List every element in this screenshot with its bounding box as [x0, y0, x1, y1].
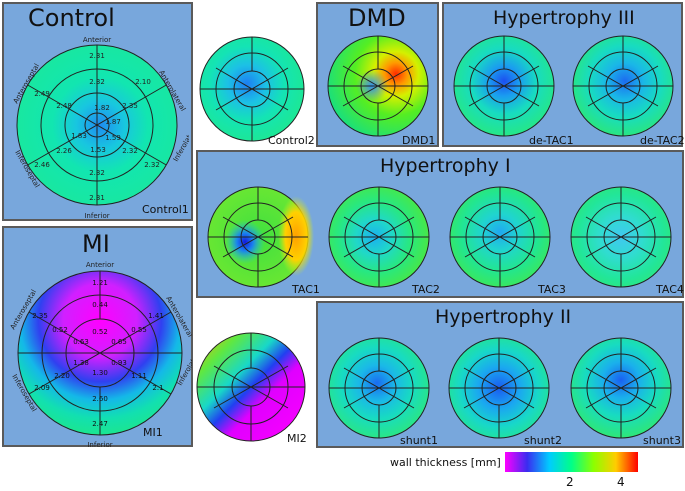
dmd1-bullseye	[327, 35, 429, 137]
mi-panel: MI Anterior Inferior Anterolateral Infer…	[2, 226, 193, 448]
de-tac2-label: de-TAC2	[640, 134, 685, 147]
shunt2-bullseye	[448, 337, 550, 439]
de-tac2-bullseye	[572, 35, 674, 137]
value-label: 2.35	[32, 312, 48, 320]
mi1-label: MI1	[143, 426, 163, 439]
tac2-bullseye	[328, 186, 430, 288]
value-label: 2.47	[92, 420, 108, 428]
colorbar-label: wall thickness [mm]	[390, 456, 501, 469]
value-label: 2.26	[56, 147, 72, 155]
de-tac1-bullseye	[453, 35, 555, 137]
tac1-bullseye	[207, 186, 314, 288]
value-label: 0.93	[111, 359, 127, 367]
hypertrophy-ii-panel: Hypertrophy II shunt1 shunt2	[316, 301, 684, 448]
value-label: 2.32	[89, 78, 105, 86]
inferior-label: Inferior	[87, 441, 112, 448]
shunt3-label: shunt3	[643, 434, 681, 447]
value-label: 1.11	[131, 372, 147, 380]
value-label: 2.60	[92, 395, 108, 403]
value-label: 2.10	[135, 78, 151, 86]
control-panel: Control Anterior Inferior Anterolateral …	[2, 2, 193, 221]
value-label: 1.30	[92, 369, 108, 377]
colorbar	[505, 452, 638, 472]
control-title: Control	[28, 4, 115, 32]
value-label: 2.20	[54, 372, 70, 380]
value-label: 1.38	[73, 359, 89, 367]
shunt1-bullseye	[328, 337, 430, 439]
value-label: 0.52	[92, 328, 108, 336]
mi2-label: MI2	[287, 432, 307, 445]
value-label: 1.59	[105, 134, 121, 142]
shunt2-label: shunt2	[524, 434, 562, 447]
value-label: 1.87	[105, 118, 121, 126]
dmd1-label: DMD1	[402, 134, 436, 147]
value-label: 2.48	[56, 102, 72, 110]
value-label: 0.63	[73, 338, 89, 346]
value-label: 1.82	[94, 104, 110, 112]
anterior-label: Anterior	[86, 261, 114, 269]
value-label: 1.21	[92, 279, 108, 287]
hypertrophy-i-panel: Hypertrophy I TAC1	[196, 150, 684, 298]
value-label: 2.32	[144, 161, 160, 169]
value-label: 0.44	[92, 301, 108, 309]
shunt3-bullseye	[570, 337, 672, 439]
control1-bullseye: Anterior Inferior Anterolateral Inferola…	[12, 36, 189, 220]
dmd-title: DMD	[348, 4, 406, 32]
shunt1-label: shunt1	[400, 434, 438, 447]
value-label: 2.31	[89, 194, 105, 202]
value-label: 0.65	[111, 338, 127, 346]
anterior-label: Anterior	[83, 36, 111, 44]
value-label: 2.46	[34, 161, 50, 169]
dmd-panel: DMD DMD1	[316, 2, 439, 147]
value-label: 0.55	[131, 326, 147, 334]
value-label: 2.35	[122, 102, 138, 110]
control2-bullseye	[199, 36, 305, 142]
hypertrophy-i-title: Hypertrophy I	[380, 155, 511, 177]
mi1-bullseye: Anterior Inferior Anterolateral Inferola…	[9, 261, 192, 448]
tac3-bullseye	[449, 186, 551, 288]
hypertrophy-iii-panel: Hypertrophy III de-TAC1 de-TAC2	[442, 2, 685, 147]
de-tac1-label: de-TAC1	[529, 134, 574, 147]
value-label: 2.09	[34, 384, 50, 392]
mi-title: MI	[82, 230, 110, 258]
value-label: 1.53	[90, 146, 106, 154]
hypertrophy-iii-title: Hypertrophy III	[493, 7, 635, 29]
control2-label: Control2	[268, 134, 315, 147]
value-label: 0.52	[52, 326, 68, 334]
control1-label: Control1	[142, 203, 189, 216]
value-label: 1.41	[148, 312, 164, 320]
tac1-label: TAC1	[292, 283, 320, 296]
inferior-label: Inferior	[84, 212, 109, 220]
value-label: 2.49	[34, 90, 50, 98]
value-label: 2.32	[122, 147, 138, 155]
value-label: 1.83	[71, 132, 87, 140]
tac4-label: TAC4	[656, 283, 684, 296]
tac2-label: TAC2	[412, 283, 440, 296]
colorbar-tick: 2	[566, 475, 574, 489]
hypertrophy-ii-title: Hypertrophy II	[435, 306, 572, 328]
value-label: 2.31	[89, 52, 105, 60]
tac3-label: TAC3	[538, 283, 566, 296]
value-label: 2.32	[89, 169, 105, 177]
tac4-bullseye	[570, 186, 672, 288]
colorbar-tick: 4	[617, 475, 625, 489]
mi2-bullseye	[196, 332, 306, 442]
value-label: 2.1	[152, 384, 163, 392]
